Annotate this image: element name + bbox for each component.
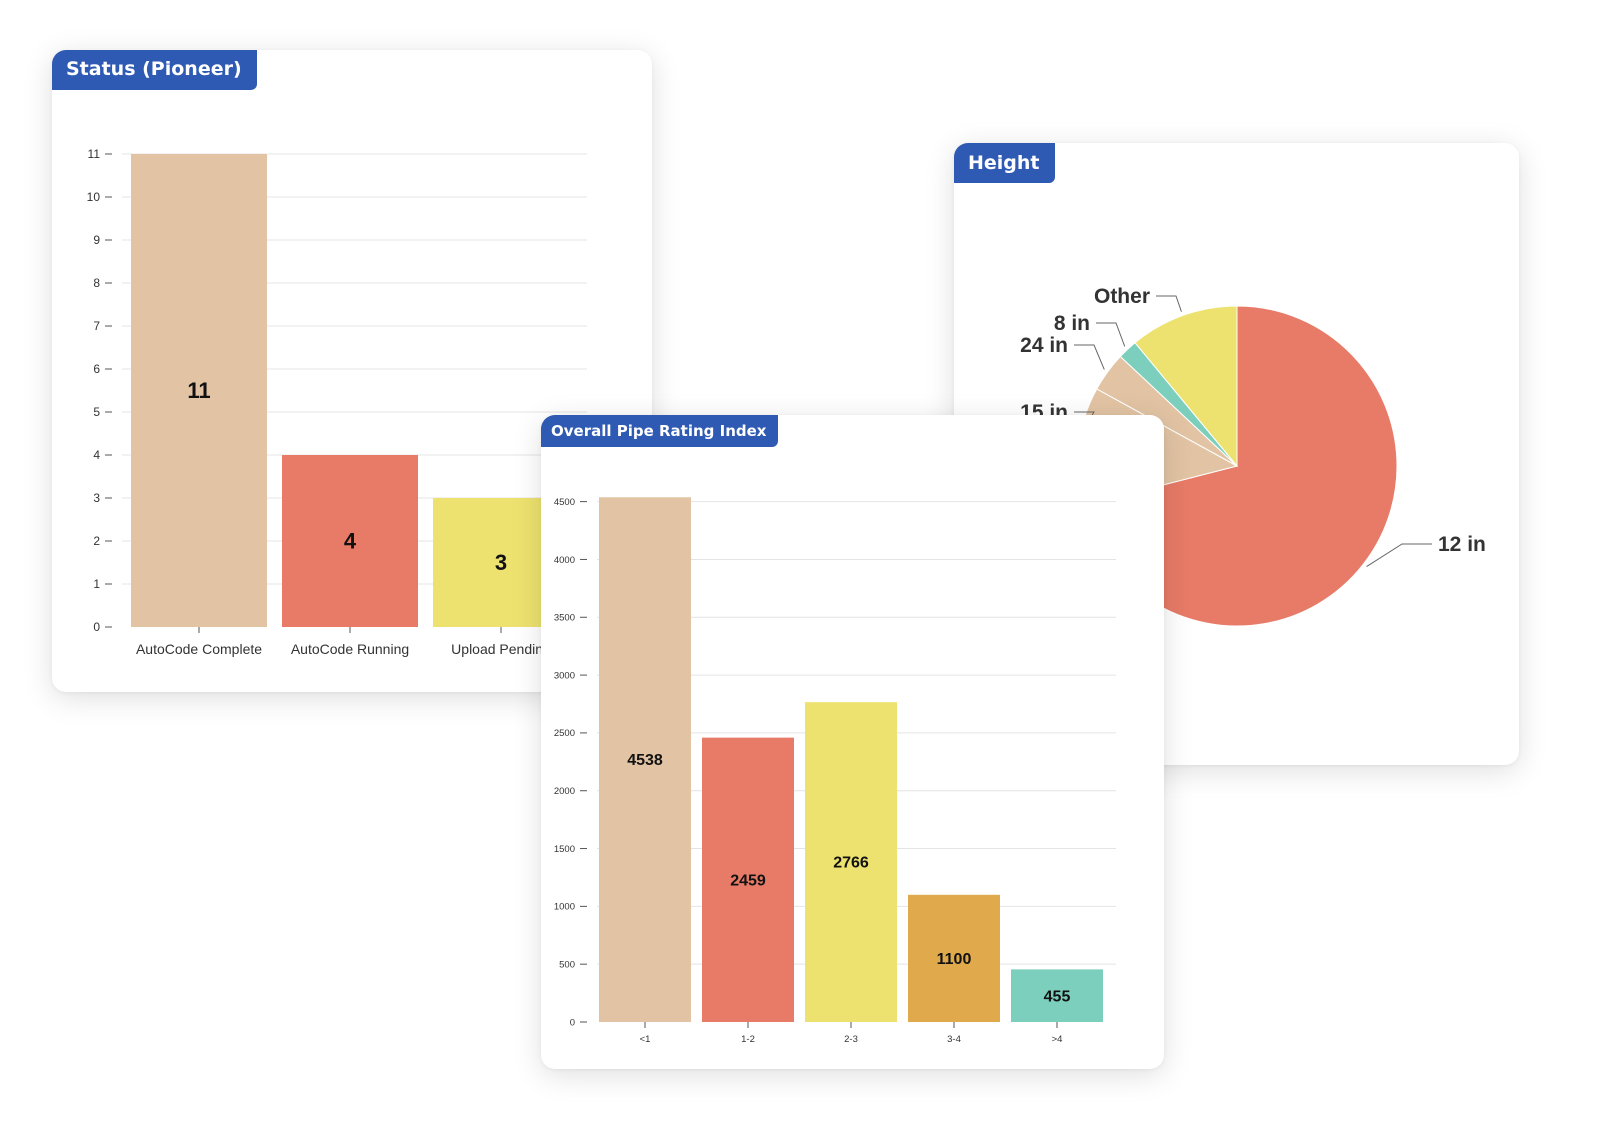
y-tick-label: 3500 bbox=[554, 613, 575, 624]
y-tick-label: 3 bbox=[93, 491, 100, 505]
y-tick-label: 7 bbox=[93, 319, 100, 333]
pie-slice-label: 12 in bbox=[1438, 533, 1486, 556]
height-card-title: Height bbox=[954, 143, 1055, 183]
pie-slice-4 bbox=[1134, 305, 1238, 468]
pie-leader-line bbox=[1366, 543, 1432, 567]
bar-value-label: 1100 bbox=[937, 951, 972, 968]
x-category-label: 2-3 bbox=[844, 1034, 858, 1045]
bar-value-label: 4538 bbox=[627, 752, 663, 769]
y-tick-label: 2 bbox=[93, 534, 100, 548]
x-category-label: Upload Pending bbox=[451, 641, 551, 657]
bar-4 bbox=[1011, 969, 1103, 1022]
y-tick-label: 8 bbox=[93, 276, 100, 290]
y-tick-label: 0 bbox=[93, 620, 100, 634]
x-category-label: 3-4 bbox=[947, 1034, 961, 1045]
y-tick-label: 5 bbox=[93, 405, 100, 419]
y-tick-label: 2000 bbox=[554, 786, 575, 797]
y-tick-label: 4 bbox=[93, 448, 100, 462]
bar-2 bbox=[805, 702, 897, 1022]
bar-value-label: 4 bbox=[344, 529, 357, 554]
pipe-card-title: Overall Pipe Rating Index bbox=[541, 415, 779, 447]
y-tick-label: 4000 bbox=[554, 555, 575, 566]
x-category-label: AutoCode Complete bbox=[136, 641, 262, 657]
pie-slice-label: 8 in bbox=[1054, 312, 1090, 335]
y-tick-label: 11 bbox=[88, 147, 101, 161]
y-tick-label: 1500 bbox=[554, 844, 575, 855]
y-tick-label: 3000 bbox=[554, 670, 575, 681]
bar-value-label: 11 bbox=[187, 378, 210, 403]
y-tick-label: 0 bbox=[570, 1017, 575, 1028]
y-tick-label: 2500 bbox=[554, 728, 575, 739]
status-card-title: Status (Pioneer) bbox=[52, 50, 257, 90]
bar-3 bbox=[908, 894, 1000, 1022]
pie-slice-label: Other bbox=[1094, 285, 1150, 308]
bar-1 bbox=[702, 737, 794, 1022]
y-tick-label: 1 bbox=[93, 577, 100, 591]
bar-1 bbox=[282, 455, 418, 627]
bar-0 bbox=[131, 154, 267, 627]
bar-value-label: 2459 bbox=[730, 872, 766, 889]
pipe-rating-bar-chart: 0 500 1000 1500 2000 2500 3000 3500 4000 4500 4538… bbox=[554, 497, 1116, 1045]
pie-slice-label: 24 in bbox=[1020, 334, 1068, 357]
pie-leader-line bbox=[1156, 295, 1182, 312]
bar-value-label: 2766 bbox=[833, 855, 869, 872]
x-category-label: AutoCode Running bbox=[291, 641, 409, 657]
x-category-label: >4 bbox=[1052, 1034, 1063, 1045]
status-pioneer-card: 0 1 2 3 4 5 6 7 8 9 10 11 11 AutoCode Complete 4 AutoCo… bbox=[52, 50, 652, 692]
bar-0 bbox=[599, 497, 691, 1022]
y-tick-label: 1000 bbox=[554, 902, 575, 913]
x-category-label: <1 bbox=[640, 1034, 651, 1045]
y-tick-label: 10 bbox=[87, 190, 101, 204]
x-category-label: 1-2 bbox=[741, 1034, 755, 1045]
y-tick-label: 6 bbox=[93, 362, 100, 376]
bar-value-label: 3 bbox=[495, 550, 507, 575]
bar-value-label: 455 bbox=[1044, 988, 1071, 1005]
pie-leader-line bbox=[1074, 344, 1105, 370]
pie-leader-line bbox=[1096, 322, 1126, 347]
y-tick-label: 4500 bbox=[554, 497, 575, 508]
y-tick-label: 500 bbox=[559, 960, 575, 971]
y-tick-label: 9 bbox=[93, 233, 100, 247]
pipe-rating-card: 0 500 1000 1500 2000 2500 3000 3500 4000 4500 4538… bbox=[541, 415, 1164, 1069]
